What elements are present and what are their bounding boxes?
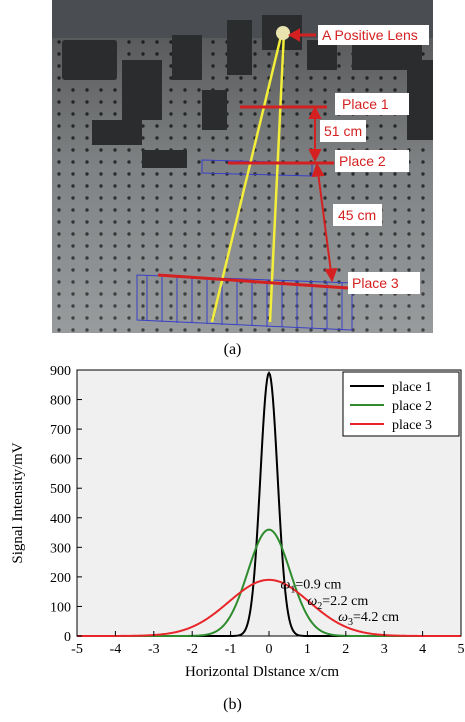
lens (276, 26, 290, 40)
distance-45-label: 45 cm (338, 207, 376, 223)
x-tick-label: 1 (304, 642, 311, 657)
laser-beams (210, 31, 286, 323)
x-axis: -5 -4 -3 -2 -1 0 1 2 3 4 5 (71, 631, 465, 657)
x-axis-title: Horizontal Dlstance x/cm (185, 664, 339, 680)
y-axis-title: Signal Intensity/mV (10, 442, 26, 563)
waist-annotation-1: ω1=0.9 cm (281, 578, 342, 596)
photo-caption: (a) (223, 341, 242, 358)
waist-annotation-3: ω3=4.2 cm (338, 610, 399, 628)
y-tick-label: 800 (50, 394, 71, 409)
x-tick-label: 2 (342, 642, 349, 657)
lens-label: A Positive Lens (322, 27, 418, 43)
series-line-3 (77, 578, 461, 637)
y-axis: 0 100 200 300 400 500 600 700 800 900 (50, 364, 82, 645)
plot-lines (77, 371, 461, 637)
distance-arrows (287, 28, 338, 283)
y-tick-label: 500 (50, 482, 71, 497)
x-tick-label: -1 (225, 642, 237, 657)
x-tick-label: -5 (71, 642, 83, 657)
x-tick-label: -4 (110, 642, 122, 657)
waist-annotation-2: ω2=2.2 cm (307, 594, 368, 612)
y-tick-label: 400 (50, 512, 71, 527)
legend-label-3: place 3 (392, 418, 432, 433)
photo-labels: A Positive Lens Place 1 51 cm Place 2 45… (318, 25, 429, 294)
legend-label-2: place 2 (392, 399, 432, 414)
x-tick-label: 5 (458, 642, 465, 657)
y-tick-label: 300 (50, 541, 71, 556)
y-tick-label: 200 (50, 571, 71, 586)
y-tick-label: 900 (50, 364, 71, 379)
x-tick-label: 3 (381, 642, 388, 657)
x-tick-label: 4 (419, 642, 426, 657)
distance-51-label: 51 cm (324, 123, 362, 139)
intensity-chart: -5 -4 -3 -2 -1 0 1 2 3 4 5 0 100 200 300 400 500 600 700 8… (10, 364, 465, 680)
y-tick-label: 700 (50, 423, 71, 438)
y-tick-label: 100 (50, 600, 71, 615)
x-tick-label: -2 (186, 642, 198, 657)
legend-label-1: place 1 (392, 380, 432, 395)
x-tick-label: 0 (266, 642, 273, 657)
x-tick-label: -3 (148, 642, 160, 657)
y-tick-label: 600 (50, 453, 71, 468)
place-2-label: Place 2 (339, 153, 386, 169)
optical-table-photo: A Positive Lens Place 1 51 cm Place 2 45… (52, 0, 433, 333)
place-1-label: Place 1 (342, 96, 389, 112)
place-3-label: Place 3 (352, 275, 399, 291)
legend: place 1 place 2 place 3 (342, 371, 460, 437)
chart-caption: (b) (223, 696, 242, 713)
y-tick-label: 0 (64, 630, 71, 645)
